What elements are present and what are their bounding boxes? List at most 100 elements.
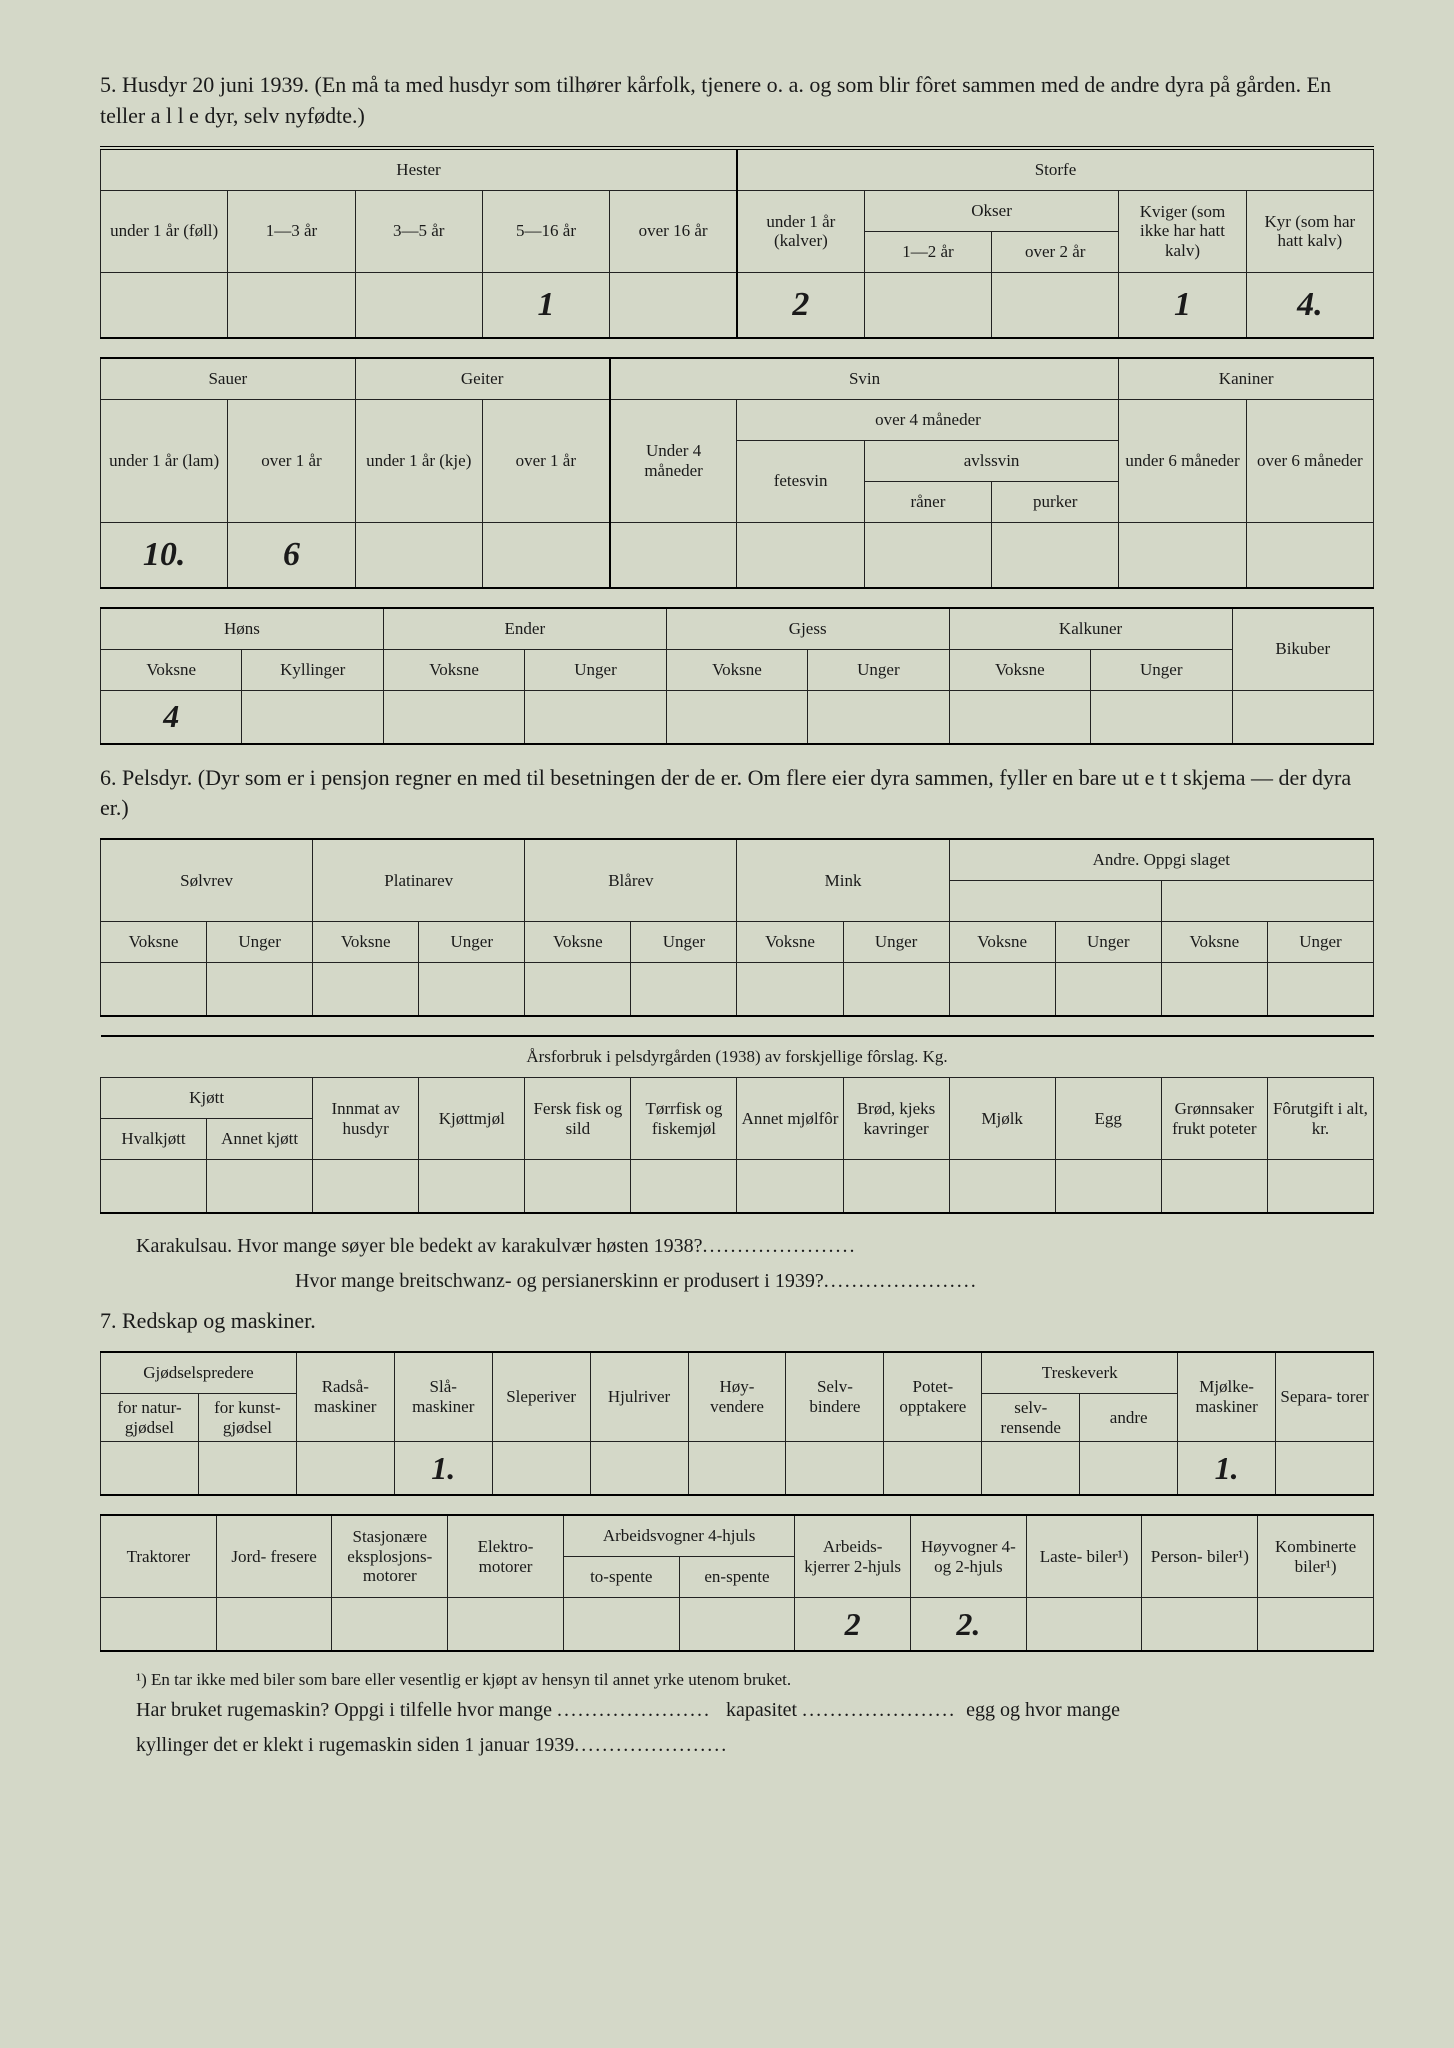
col-label: Sleperiver [492, 1352, 590, 1442]
data-cell [1246, 522, 1373, 588]
table-title: Årsforbruk i pelsdyrgården (1938) av for… [101, 1036, 1374, 1078]
group-gjess: Gjess [666, 608, 949, 650]
section-5-header: 5. Husdyr 20 juni 1939. (En må ta med hu… [100, 70, 1374, 132]
data-cell: 10. [101, 522, 228, 588]
col-label: avlssvin [864, 440, 1119, 481]
section-number: 7. [100, 1308, 117, 1333]
data-cell [1267, 963, 1373, 1017]
data-cell [383, 690, 524, 744]
col-label: Fersk fisk og sild [525, 1078, 631, 1160]
col-label: Kjøtt [101, 1078, 313, 1119]
data-cell [786, 1442, 884, 1496]
data-cell [949, 690, 1090, 744]
col-label: Brød, kjeks kavringer [843, 1078, 949, 1160]
group-ender: Ender [383, 608, 666, 650]
col-label: Jord- fresere [216, 1515, 332, 1598]
group: Platinarev [313, 839, 525, 922]
text: Karakulsau. Hvor mange søyer ble bedekt … [136, 1235, 703, 1257]
col-label: Voksne [949, 649, 1090, 690]
col-label: Arbeids- kjerrer 2-hjuls [795, 1515, 911, 1598]
data-cell [1258, 1598, 1374, 1652]
col-label: Unger [525, 649, 666, 690]
col-label: Unger [207, 922, 313, 963]
data-cell [1161, 1160, 1267, 1214]
col-label: Egg [1055, 1078, 1161, 1160]
data-cell [1142, 1598, 1258, 1652]
data-cell [207, 963, 313, 1017]
data-cell [737, 963, 843, 1017]
group-kalkuner: Kalkuner [949, 608, 1232, 650]
data-cell [1232, 690, 1374, 744]
blank-cell [949, 881, 1161, 922]
col-label: Kyr (som har hatt kalv) [1246, 190, 1373, 272]
data-cell [864, 272, 991, 338]
question-rugemaskin-1: Har bruket rugemaskin? Oppgi i tilfelle … [100, 1696, 1374, 1725]
data-cell [101, 1160, 207, 1214]
data-cell [525, 963, 631, 1017]
col-label: Annet mjølfôr [737, 1078, 843, 1160]
col-label: Kjøttmjøl [419, 1078, 525, 1160]
col-label: Mjølke- maskiner [1178, 1352, 1276, 1442]
col-label: Treskeverk [982, 1352, 1178, 1394]
col-label: andre [1080, 1393, 1178, 1441]
data-cell [631, 963, 737, 1017]
col-label: Unger [1091, 649, 1232, 690]
text: Hvor mange breitschwanz- og persianerski… [295, 1270, 824, 1292]
data-cell [679, 1598, 795, 1652]
col-label: Mjølk [949, 1078, 1055, 1160]
col-label: Kombinerte biler¹) [1258, 1515, 1374, 1598]
col-label: Innmat av husdyr [313, 1078, 419, 1160]
col-label: Kyllinger [242, 649, 383, 690]
col-label: under 1 år (kalver) [737, 190, 864, 272]
group: Mink [737, 839, 949, 922]
data-cell [448, 1598, 564, 1652]
data-cell [296, 1442, 394, 1496]
col-label: Voksne [383, 649, 524, 690]
group: Blårev [525, 839, 737, 922]
col-label: en-spente [679, 1557, 795, 1598]
col-label: under 1 år (føll) [101, 190, 228, 272]
col-label: over 4 måneder [737, 399, 1119, 440]
data-cell [843, 1160, 949, 1214]
data-cell [1119, 522, 1246, 588]
text: Har bruket rugemaskin? Oppgi i tilfelle … [136, 1699, 552, 1721]
col-label: Voksne [666, 649, 807, 690]
col-label: Unger [631, 922, 737, 963]
section-number: 5. [100, 72, 117, 97]
col-label: Høyvogner 4- og 2-hjuls [911, 1515, 1027, 1598]
data-cell [884, 1442, 982, 1496]
data-cell [482, 522, 609, 588]
data-cell: 6 [228, 522, 355, 588]
data-cell [737, 522, 864, 588]
col-label: selv- rensende [982, 1393, 1080, 1441]
col-label: purker [992, 481, 1119, 522]
data-cell [332, 1598, 448, 1652]
data-cell [1080, 1442, 1178, 1496]
col-label: to-spente [563, 1557, 679, 1598]
col-label: Hvalkjøtt [101, 1119, 207, 1160]
col-label: under 6 måneder [1119, 399, 1246, 522]
col-label: 1—2 år [864, 231, 991, 272]
col-label: Voksne [737, 922, 843, 963]
col-label: Unger [1055, 922, 1161, 963]
data-cell [198, 1442, 296, 1496]
col-label: over 1 år [482, 399, 609, 522]
data-cell [688, 1442, 786, 1496]
karakul-line2: Hvor mange breitschwanz- og persianerski… [100, 1267, 1374, 1296]
data-cell: 4. [1246, 272, 1373, 338]
col-label: over 16 år [610, 190, 737, 272]
data-cell [525, 690, 666, 744]
karakul-line1: Karakulsau. Hvor mange søyer ble bedekt … [100, 1232, 1374, 1261]
data-cell [216, 1598, 332, 1652]
data-cell [242, 690, 383, 744]
data-cell [419, 1160, 525, 1214]
data-cell [1091, 690, 1232, 744]
group-hons: Høns [101, 608, 384, 650]
col-label: Kviger (som ikke har hatt kalv) [1119, 190, 1246, 272]
col-label: Høy- vendere [688, 1352, 786, 1442]
data-cell: 1. [394, 1442, 492, 1496]
col-label: Unger [843, 922, 949, 963]
data-cell [525, 1160, 631, 1214]
data-cell [982, 1442, 1080, 1496]
data-cell: 1 [482, 272, 609, 338]
